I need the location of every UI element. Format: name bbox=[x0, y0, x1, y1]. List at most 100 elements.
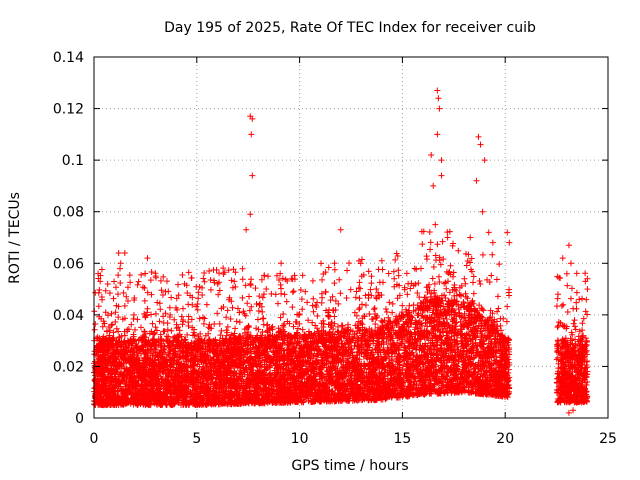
data-point bbox=[463, 293, 470, 300]
data-point bbox=[487, 313, 494, 320]
data-point bbox=[352, 294, 359, 301]
data-point bbox=[130, 311, 137, 318]
data-point bbox=[168, 327, 175, 334]
data-point bbox=[121, 302, 128, 309]
data-point bbox=[240, 308, 247, 315]
data-point bbox=[117, 265, 124, 272]
data-point bbox=[457, 318, 464, 325]
data-point bbox=[281, 291, 288, 298]
data-point bbox=[356, 295, 363, 302]
data-point bbox=[488, 272, 495, 279]
data-point bbox=[166, 304, 173, 311]
data-point bbox=[366, 311, 373, 318]
data-point bbox=[368, 292, 375, 299]
data-point bbox=[273, 272, 280, 279]
data-point bbox=[427, 246, 434, 253]
data-point bbox=[362, 302, 369, 309]
data-point bbox=[440, 256, 447, 263]
data-point bbox=[302, 288, 309, 295]
data-point bbox=[252, 285, 259, 292]
data-point bbox=[427, 239, 434, 246]
data-point bbox=[414, 290, 421, 297]
data-point bbox=[200, 320, 207, 327]
data-point bbox=[357, 285, 364, 292]
data-point bbox=[356, 306, 363, 313]
data-point bbox=[157, 306, 164, 313]
data-point bbox=[255, 308, 262, 315]
data-point bbox=[201, 269, 208, 276]
data-point bbox=[184, 331, 191, 338]
data-point bbox=[228, 277, 235, 284]
data-point bbox=[92, 321, 99, 328]
data-point bbox=[423, 253, 430, 260]
data-point bbox=[395, 272, 402, 279]
data-point bbox=[254, 316, 261, 323]
data-point bbox=[314, 312, 321, 319]
data-point bbox=[434, 241, 441, 248]
data-point bbox=[495, 305, 502, 312]
data-point bbox=[407, 285, 414, 292]
data-point bbox=[126, 272, 133, 279]
data-point bbox=[437, 261, 444, 268]
data-point bbox=[246, 293, 253, 300]
data-point bbox=[156, 300, 163, 307]
data-point bbox=[470, 273, 477, 280]
data-point bbox=[173, 295, 180, 302]
data-point bbox=[294, 325, 301, 332]
data-points bbox=[91, 87, 591, 416]
data-point bbox=[289, 304, 296, 311]
data-point bbox=[385, 270, 392, 277]
data-point bbox=[430, 263, 437, 270]
data-point bbox=[439, 238, 446, 245]
data-point bbox=[239, 265, 246, 272]
data-point bbox=[213, 266, 220, 273]
data-point bbox=[417, 265, 424, 272]
data-point bbox=[365, 268, 372, 275]
data-point bbox=[277, 314, 284, 321]
data-point bbox=[216, 320, 223, 327]
data-point bbox=[450, 273, 457, 280]
data-point bbox=[406, 302, 413, 309]
data-point bbox=[188, 316, 195, 323]
data-point bbox=[386, 299, 393, 306]
data-point bbox=[141, 297, 148, 304]
data-point bbox=[313, 304, 320, 311]
data-point bbox=[310, 295, 317, 302]
data-point bbox=[310, 308, 317, 315]
data-point bbox=[152, 324, 159, 331]
data-point bbox=[477, 280, 484, 287]
data-point bbox=[215, 291, 222, 298]
data-point bbox=[185, 313, 192, 320]
data-point bbox=[409, 314, 416, 321]
data-point bbox=[227, 315, 234, 322]
data-point bbox=[185, 269, 192, 276]
data-point bbox=[309, 277, 316, 284]
data-point bbox=[426, 229, 433, 236]
data-point bbox=[163, 278, 170, 285]
data-point bbox=[415, 280, 422, 287]
data-point bbox=[231, 278, 238, 285]
data-point bbox=[356, 304, 363, 311]
data-point bbox=[160, 273, 167, 280]
data-point bbox=[450, 269, 457, 276]
data-point bbox=[178, 313, 185, 320]
data-point bbox=[277, 281, 284, 288]
data-point bbox=[112, 284, 119, 291]
data-point bbox=[278, 285, 285, 292]
data-point bbox=[367, 286, 374, 293]
data-point bbox=[132, 326, 139, 333]
data-point bbox=[347, 286, 354, 293]
chart-title: Day 195 of 2025, Rate Of TEC Index for r… bbox=[164, 20, 536, 36]
data-point bbox=[111, 278, 118, 285]
data-point bbox=[134, 281, 141, 288]
data-point bbox=[259, 294, 266, 301]
data-point bbox=[489, 251, 496, 258]
data-point bbox=[276, 276, 283, 283]
data-point bbox=[332, 297, 339, 304]
data-point bbox=[247, 281, 254, 288]
data-point bbox=[493, 276, 500, 283]
data-point bbox=[195, 289, 202, 296]
data-point bbox=[138, 324, 145, 331]
data-point bbox=[246, 307, 253, 314]
